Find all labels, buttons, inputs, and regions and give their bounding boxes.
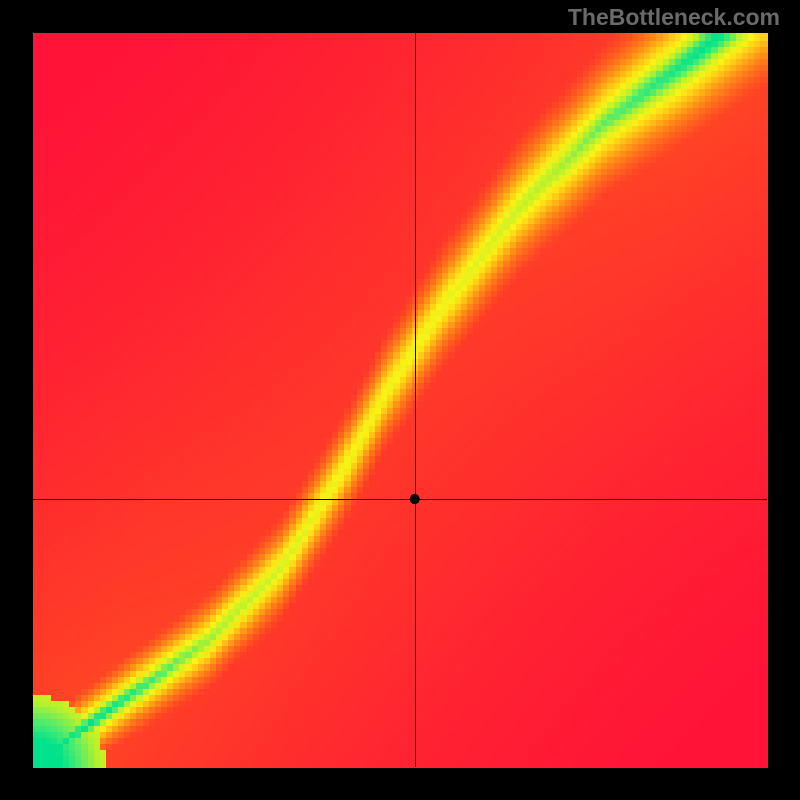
bottleneck-heatmap (0, 0, 800, 800)
watermark-text: TheBottleneck.com (568, 4, 780, 31)
